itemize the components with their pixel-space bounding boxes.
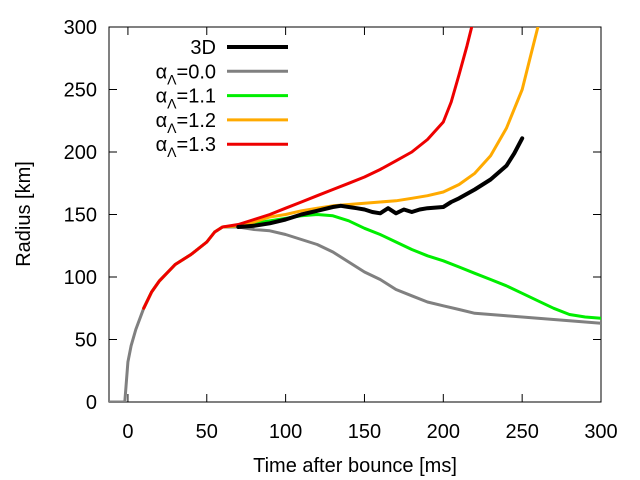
series-line-2 [142, 213, 601, 320]
x-axis-label: Time after bounce [ms] [253, 455, 457, 477]
axis-ticks: 0 50 100 150 200 250 300 0 50 100 150 200 250 300 [64, 17, 618, 443]
y-tick-label: 200 [64, 142, 97, 164]
series-line-4 [142, 27, 474, 310]
legend-label-2: αΛ=1.1 [156, 86, 216, 112]
x-tick-label: 50 [196, 421, 218, 443]
legend-label-1: αΛ=0.0 [156, 61, 216, 87]
x-tick-label: 250 [505, 421, 538, 443]
y-tick-label: 300 [64, 17, 97, 39]
x-tick-label: 200 [427, 421, 460, 443]
series-line-1 [109, 225, 601, 402]
y-tick-label: 0 [86, 392, 97, 414]
y-tick-label: 50 [75, 330, 97, 352]
x-tick-label: 150 [348, 421, 381, 443]
legend-label-0: 3D [190, 37, 216, 59]
series-lines [109, 27, 601, 402]
y-tick-label: 100 [64, 267, 97, 289]
legend-label-3: αΛ=1.2 [156, 110, 216, 136]
y-tick-label: 250 [64, 80, 97, 102]
y-axis-label: Radius [km] [13, 161, 35, 267]
x-tick-label: 0 [122, 421, 133, 443]
series-line-0 [236, 136, 525, 229]
legend-label-4: αΛ=1.3 [156, 134, 216, 160]
x-tick-label: 300 [584, 421, 617, 443]
y-tick-label: 150 [64, 205, 97, 227]
x-tick-label: 100 [269, 421, 302, 443]
